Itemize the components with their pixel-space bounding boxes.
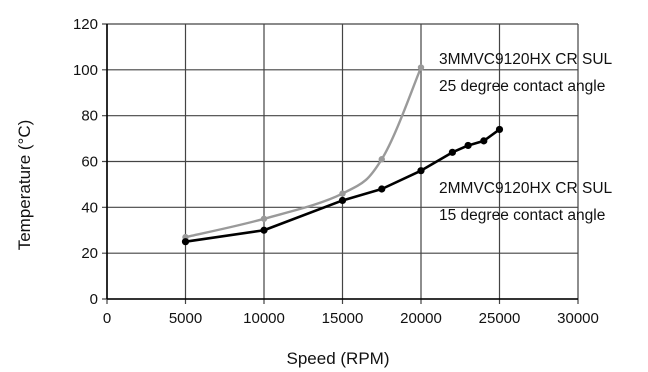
x-tick-label: 25000 bbox=[479, 310, 521, 327]
series-black-point bbox=[378, 185, 386, 193]
series-gray-line bbox=[185, 67, 423, 239]
y-tick-label: 60 bbox=[81, 154, 98, 171]
x-tick-label: 10000 bbox=[243, 310, 285, 327]
annotation-gray-line2: 25 degree contact angle bbox=[439, 78, 605, 95]
series-gray-point bbox=[339, 190, 346, 197]
x-tick-label: 0 bbox=[103, 310, 111, 327]
y-tick-label: 80 bbox=[81, 108, 98, 125]
series-black-point bbox=[464, 141, 472, 150]
series-gray-point bbox=[378, 156, 385, 163]
x-tick-label: 15000 bbox=[322, 310, 364, 327]
x-axis-title: Speed (RPM) bbox=[287, 349, 390, 368]
series-black-point bbox=[181, 238, 190, 246]
x-tick-label: 5000 bbox=[169, 310, 202, 327]
series-black-point bbox=[417, 167, 425, 175]
annotation-black-series: 2MMVC9120HX CR SUL 15 degree contact ang… bbox=[439, 180, 613, 224]
y-tick-label: 20 bbox=[81, 245, 98, 262]
series-black-point bbox=[338, 196, 347, 205]
y-tick-label: 120 bbox=[73, 16, 98, 33]
annotation-black-line2: 15 degree contact angle bbox=[439, 207, 605, 224]
annotation-black-line1: 2MMVC9120HX CR SUL bbox=[439, 180, 613, 197]
axes: 0 20 40 60 80 100 120 0 5000 10000 15000 20000 25000… bbox=[73, 16, 599, 327]
y-axis-title: Temperature (°C) bbox=[15, 120, 34, 251]
annotation-gray-series: 3MMVC9120HX CR SUL 25 degree contact ang… bbox=[439, 51, 613, 95]
annotation-gray-line1: 3MMVC9120HX CR SUL bbox=[439, 51, 613, 68]
y-tick-label: 100 bbox=[73, 62, 98, 79]
series-gray-point bbox=[260, 215, 268, 222]
series-black-point bbox=[495, 125, 504, 134]
y-tick-label: 40 bbox=[81, 199, 98, 216]
series-group bbox=[181, 64, 504, 246]
y-tick-label: 0 bbox=[90, 291, 98, 308]
series-gray-point bbox=[417, 64, 425, 71]
series-black-point bbox=[448, 148, 456, 156]
series-black-point bbox=[260, 226, 268, 234]
x-tick-label: 20000 bbox=[400, 310, 442, 327]
series-black-point bbox=[480, 137, 488, 145]
x-tick-label: 30000 bbox=[557, 310, 599, 327]
